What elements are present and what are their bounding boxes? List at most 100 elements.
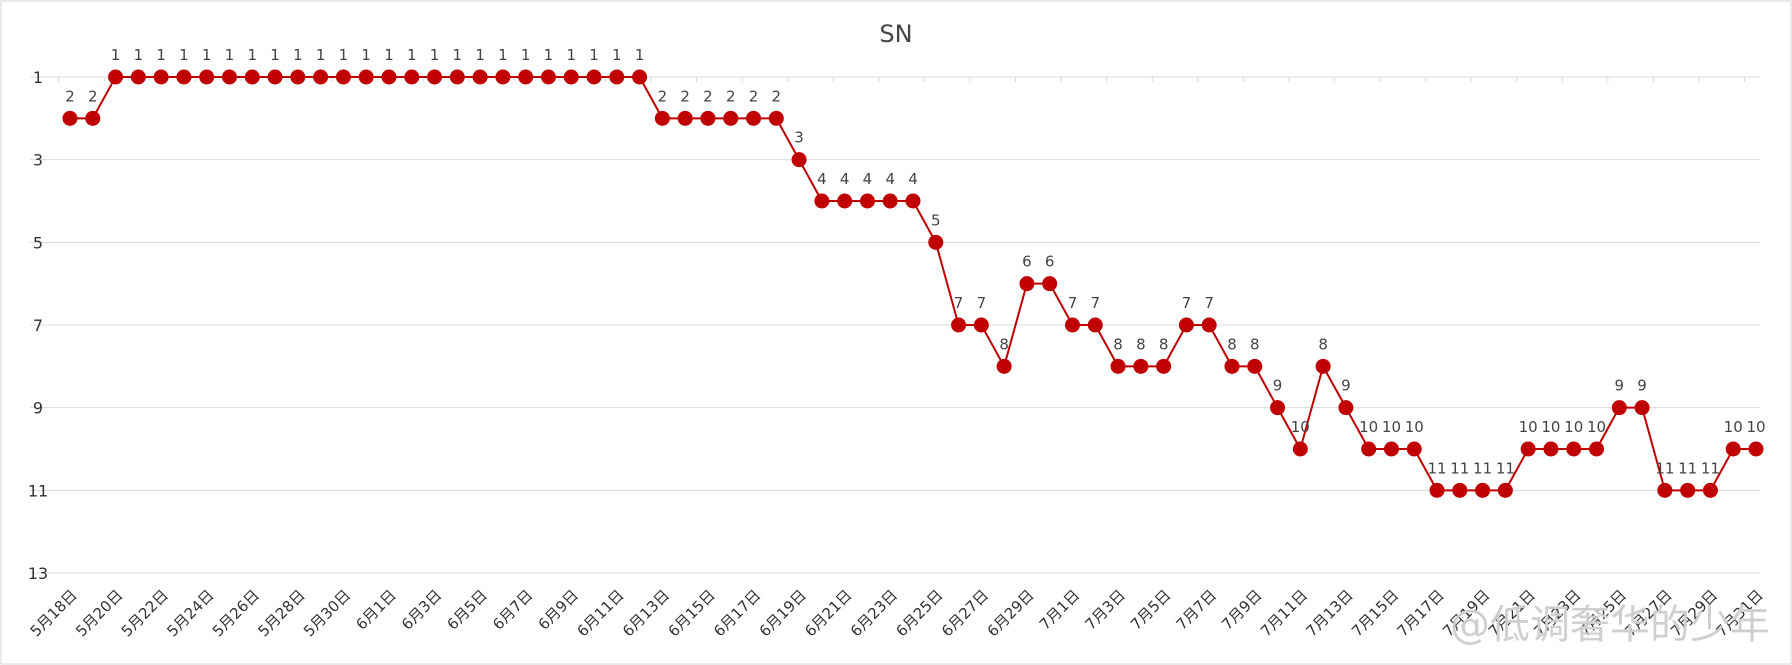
- data-point: [1338, 400, 1354, 416]
- data-point: [677, 110, 693, 126]
- data-label: 8: [1250, 335, 1260, 353]
- data-point: [1429, 482, 1445, 498]
- data-point: [609, 69, 625, 85]
- data-point: [335, 69, 351, 85]
- data-point: [1224, 358, 1240, 374]
- data-label: 2: [703, 87, 713, 105]
- data-point: [176, 69, 192, 85]
- data-point: [1406, 441, 1422, 457]
- series-line: [70, 76, 1756, 492]
- x-tick-label: 6月17日: [710, 586, 764, 640]
- data-point: [1748, 441, 1764, 457]
- data-label: 2: [680, 87, 690, 105]
- x-tick-label: 6月7日: [489, 586, 536, 633]
- x-tick-label: 6月19日: [756, 586, 810, 640]
- data-label: 1: [407, 46, 417, 64]
- data-point: [723, 110, 739, 126]
- data-labels: 2 21 1 1 1 1 1 1 1 1 1 1 1 1 1 1 1 1 1 1 1 1 1 1 12 2 2 2 2 234 4 4 4 457…: [65, 46, 1765, 477]
- data-point: [1452, 482, 1468, 498]
- data-point: [1566, 441, 1582, 457]
- data-label: 1: [111, 46, 121, 64]
- data-label: 2: [749, 87, 759, 105]
- data-label: 1: [521, 46, 531, 64]
- data-point: [1315, 358, 1331, 374]
- data-label: 11: [1473, 459, 1492, 477]
- data-label: 2: [772, 87, 782, 105]
- x-tick-label: 6月29日: [984, 586, 1038, 640]
- data-label: 11: [1450, 459, 1469, 477]
- data-label: 1: [635, 46, 645, 64]
- data-label: 9: [1637, 377, 1647, 395]
- data-point: [221, 69, 237, 85]
- y-tick-label: 7: [33, 316, 43, 335]
- data-label: 11: [1655, 459, 1674, 477]
- data-point: [313, 69, 329, 85]
- data-label: 4: [863, 170, 873, 188]
- y-tick-label: 5: [33, 233, 43, 252]
- data-label: 9: [1273, 377, 1283, 395]
- x-tick-label: 6月5日: [443, 586, 490, 633]
- data-label: 7: [1068, 294, 1078, 312]
- data-point: [1087, 317, 1103, 333]
- data-label: 1: [453, 46, 463, 64]
- data-point: [837, 193, 853, 209]
- data-label: 10: [1519, 418, 1538, 436]
- gridlines: [30, 76, 1760, 574]
- data-label: 1: [316, 46, 326, 64]
- data-point: [518, 69, 534, 85]
- data-point: [1270, 400, 1286, 416]
- data-point: [1725, 441, 1741, 457]
- data-point: [928, 234, 944, 250]
- x-tick-label: 7月11日: [1257, 586, 1311, 640]
- data-point: [586, 69, 602, 85]
- x-tick-label: 5月22日: [118, 586, 172, 640]
- y-tick-label: 9: [33, 399, 43, 418]
- data-label: 1: [247, 46, 257, 64]
- data-point: [1497, 482, 1513, 498]
- data-point: [1019, 276, 1035, 292]
- x-tick-label: 6月23日: [847, 586, 901, 640]
- data-point: [449, 69, 465, 85]
- x-tick-label: 5月20日: [72, 586, 126, 640]
- data-label: 2: [88, 87, 98, 105]
- data-label: 10: [1382, 418, 1401, 436]
- data-points: [62, 69, 1764, 498]
- data-point: [746, 110, 762, 126]
- x-tick-label: 6月15日: [665, 586, 719, 640]
- data-label: 8: [1136, 335, 1146, 353]
- data-point: [1702, 482, 1718, 498]
- x-tick-label: 7月7日: [1173, 586, 1220, 633]
- x-tick-label: 7月15日: [1348, 586, 1402, 640]
- data-point: [472, 69, 488, 85]
- data-point: [996, 358, 1012, 374]
- data-label: 7: [954, 294, 964, 312]
- data-label: 1: [589, 46, 599, 64]
- data-label: 4: [840, 170, 850, 188]
- chart-title: SN: [879, 20, 912, 48]
- data-label: 2: [658, 87, 668, 105]
- data-label: 1: [270, 46, 280, 64]
- series-line-layer: [70, 76, 1756, 492]
- data-point: [153, 69, 169, 85]
- x-tick-label: 5月30日: [300, 586, 354, 640]
- data-point: [244, 69, 260, 85]
- data-point: [358, 69, 374, 85]
- data-label: 8: [1113, 335, 1123, 353]
- data-point: [1110, 358, 1126, 374]
- data-label: 1: [475, 46, 485, 64]
- data-label: 4: [817, 170, 827, 188]
- y-tick-label: 13: [28, 564, 48, 583]
- data-point: [768, 110, 784, 126]
- data-label: 3: [794, 129, 804, 147]
- data-point: [1383, 441, 1399, 457]
- x-tick-label: 6月11日: [573, 586, 627, 640]
- x-tick-label: 5月28日: [254, 586, 308, 640]
- data-point: [199, 69, 215, 85]
- data-point: [1201, 317, 1217, 333]
- data-label: 6: [1045, 253, 1055, 271]
- data-label: 10: [1405, 418, 1424, 436]
- data-label: 11: [1701, 459, 1720, 477]
- data-label: 7: [1090, 294, 1100, 312]
- data-label: 6: [1022, 253, 1032, 271]
